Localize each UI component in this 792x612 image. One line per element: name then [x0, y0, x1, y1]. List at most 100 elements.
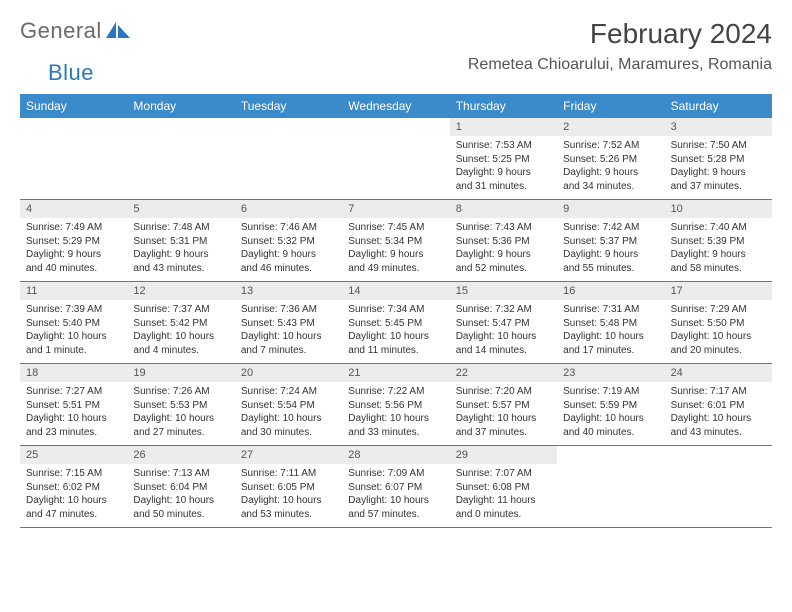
- day-details: Sunrise: 7:34 AMSunset: 5:45 PMDaylight:…: [342, 300, 449, 363]
- daylight-line1: Daylight: 9 hours: [133, 248, 228, 262]
- sunset-line: Sunset: 5:29 PM: [26, 235, 121, 249]
- day-details: Sunrise: 7:11 AMSunset: 6:05 PMDaylight:…: [235, 464, 342, 527]
- day-details: Sunrise: 7:24 AMSunset: 5:54 PMDaylight:…: [235, 382, 342, 445]
- daylight-line1: Daylight: 10 hours: [241, 412, 336, 426]
- sunrise-line: Sunrise: 7:52 AM: [563, 139, 658, 153]
- title-block: February 2024 Remetea Chioarului, Maramu…: [468, 18, 772, 74]
- daylight-line2: and 27 minutes.: [133, 426, 228, 440]
- daylight-line2: and 40 minutes.: [26, 262, 121, 276]
- daylight-line1: Daylight: 10 hours: [563, 330, 658, 344]
- sunrise-line: Sunrise: 7:48 AM: [133, 221, 228, 235]
- day-number: 10: [665, 200, 772, 218]
- day-number: 19: [127, 364, 234, 382]
- day-details: Sunrise: 7:43 AMSunset: 5:36 PMDaylight:…: [450, 218, 557, 281]
- sunset-line: Sunset: 5:40 PM: [26, 317, 121, 331]
- day-cell: 27Sunrise: 7:11 AMSunset: 6:05 PMDayligh…: [235, 446, 342, 527]
- day-details: Sunrise: 7:52 AMSunset: 5:26 PMDaylight:…: [557, 136, 664, 199]
- sunrise-line: Sunrise: 7:49 AM: [26, 221, 121, 235]
- sunrise-line: Sunrise: 7:50 AM: [671, 139, 766, 153]
- sunset-line: Sunset: 5:37 PM: [563, 235, 658, 249]
- day-number: 21: [342, 364, 449, 382]
- day-number: 9: [557, 200, 664, 218]
- daylight-line2: and 33 minutes.: [348, 426, 443, 440]
- day-number: 2: [557, 118, 664, 136]
- day-details: Sunrise: 7:09 AMSunset: 6:07 PMDaylight:…: [342, 464, 449, 527]
- sunrise-line: Sunrise: 7:42 AM: [563, 221, 658, 235]
- day-details: Sunrise: 7:26 AMSunset: 5:53 PMDaylight:…: [127, 382, 234, 445]
- daylight-line1: Daylight: 11 hours: [456, 494, 551, 508]
- day-number: 3: [665, 118, 772, 136]
- daylight-line2: and 40 minutes.: [563, 426, 658, 440]
- daylight-line2: and 55 minutes.: [563, 262, 658, 276]
- day-number: 18: [20, 364, 127, 382]
- sunset-line: Sunset: 6:08 PM: [456, 481, 551, 495]
- day-cell: 23Sunrise: 7:19 AMSunset: 5:59 PMDayligh…: [557, 364, 664, 445]
- empty-cell: [127, 118, 234, 199]
- daylight-line2: and 30 minutes.: [241, 426, 336, 440]
- week-row: 4Sunrise: 7:49 AMSunset: 5:29 PMDaylight…: [20, 200, 772, 282]
- day-cell: 3 Sunrise: 7:50 AMSunset: 5:28 PMDaylight…: [665, 118, 772, 199]
- day-number: 16: [557, 282, 664, 300]
- sunrise-line: Sunrise: 7:36 AM: [241, 303, 336, 317]
- day-details: Sunrise: 7:37 AMSunset: 5:42 PMDaylight:…: [127, 300, 234, 363]
- week-row: 1Sunrise: 7:53 AMSunset: 5:25 PMDaylight…: [20, 118, 772, 200]
- sunrise-line: Sunrise: 7:24 AM: [241, 385, 336, 399]
- weekday-header-row: SundayMondayTuesdayWednesdayThursdayFrid…: [20, 94, 772, 118]
- sunset-line: Sunset: 5:32 PM: [241, 235, 336, 249]
- daylight-line2: and 23 minutes.: [26, 426, 121, 440]
- sunset-line: Sunset: 5:54 PM: [241, 399, 336, 413]
- sunset-line: Sunset: 5:51 PM: [26, 399, 121, 413]
- sunset-line: Sunset: 5:28 PM: [671, 153, 766, 167]
- sunrise-line: Sunrise: 7:32 AM: [456, 303, 551, 317]
- day-number: 7: [342, 200, 449, 218]
- day-cell: 7Sunrise: 7:45 AMSunset: 5:34 PMDaylight…: [342, 200, 449, 281]
- day-details: Sunrise: 7:46 AMSunset: 5:32 PMDaylight:…: [235, 218, 342, 281]
- daylight-line2: and 4 minutes.: [133, 344, 228, 358]
- daylight-line1: Daylight: 10 hours: [26, 330, 121, 344]
- weekday-sunday: Sunday: [20, 94, 127, 118]
- daylight-line2: and 53 minutes.: [241, 508, 336, 522]
- empty-cell: [557, 446, 664, 527]
- day-details: Sunrise: 7:45 AMSunset: 5:34 PMDaylight:…: [342, 218, 449, 281]
- month-title: February 2024: [468, 18, 772, 50]
- sunrise-line: Sunrise: 7:46 AM: [241, 221, 336, 235]
- day-details: Sunrise: 7:49 AMSunset: 5:29 PMDaylight:…: [20, 218, 127, 281]
- daylight-line1: Daylight: 10 hours: [241, 494, 336, 508]
- daylight-line1: Daylight: 9 hours: [456, 166, 551, 180]
- day-cell: 9Sunrise: 7:42 AMSunset: 5:37 PMDaylight…: [557, 200, 664, 281]
- sunrise-line: Sunrise: 7:27 AM: [26, 385, 121, 399]
- daylight-line2: and 43 minutes.: [133, 262, 228, 276]
- daylight-line2: and 14 minutes.: [456, 344, 551, 358]
- daylight-line2: and 43 minutes.: [671, 426, 766, 440]
- sunset-line: Sunset: 5:43 PM: [241, 317, 336, 331]
- daylight-line1: Daylight: 9 hours: [671, 166, 766, 180]
- day-details: Sunrise: 7:32 AMSunset: 5:47 PMDaylight:…: [450, 300, 557, 363]
- sunset-line: Sunset: 5:39 PM: [671, 235, 766, 249]
- day-number: 8: [450, 200, 557, 218]
- day-cell: 8Sunrise: 7:43 AMSunset: 5:36 PMDaylight…: [450, 200, 557, 281]
- sunset-line: Sunset: 5:56 PM: [348, 399, 443, 413]
- sunrise-line: Sunrise: 7:29 AM: [671, 303, 766, 317]
- day-cell: 4Sunrise: 7:49 AMSunset: 5:29 PMDaylight…: [20, 200, 127, 281]
- day-cell: 19Sunrise: 7:26 AMSunset: 5:53 PMDayligh…: [127, 364, 234, 445]
- daylight-line2: and 20 minutes.: [671, 344, 766, 358]
- day-cell: 10Sunrise: 7:40 AMSunset: 5:39 PMDayligh…: [665, 200, 772, 281]
- daylight-line1: Daylight: 10 hours: [133, 494, 228, 508]
- sunset-line: Sunset: 5:31 PM: [133, 235, 228, 249]
- sunrise-line: Sunrise: 7:31 AM: [563, 303, 658, 317]
- day-details: Sunrise: 7:19 AMSunset: 5:59 PMDaylight:…: [557, 382, 664, 445]
- daylight-line1: Daylight: 10 hours: [348, 330, 443, 344]
- sunrise-line: Sunrise: 7:40 AM: [671, 221, 766, 235]
- daylight-line2: and 17 minutes.: [563, 344, 658, 358]
- daylight-line2: and 46 minutes.: [241, 262, 336, 276]
- daylight-line1: Daylight: 9 hours: [671, 248, 766, 262]
- day-details: Sunrise: 7:53 AMSunset: 5:25 PMDaylight:…: [450, 136, 557, 199]
- brand-logo: General: [20, 18, 134, 45]
- weekday-wednesday: Wednesday: [342, 94, 449, 118]
- day-cell: 14Sunrise: 7:34 AMSunset: 5:45 PMDayligh…: [342, 282, 449, 363]
- sunset-line: Sunset: 5:53 PM: [133, 399, 228, 413]
- daylight-line1: Daylight: 10 hours: [241, 330, 336, 344]
- day-cell: 24Sunrise: 7:17 AMSunset: 6:01 PMDayligh…: [665, 364, 772, 445]
- sunset-line: Sunset: 5:26 PM: [563, 153, 658, 167]
- day-details: Sunrise: 7:40 AMSunset: 5:39 PMDaylight:…: [665, 218, 772, 281]
